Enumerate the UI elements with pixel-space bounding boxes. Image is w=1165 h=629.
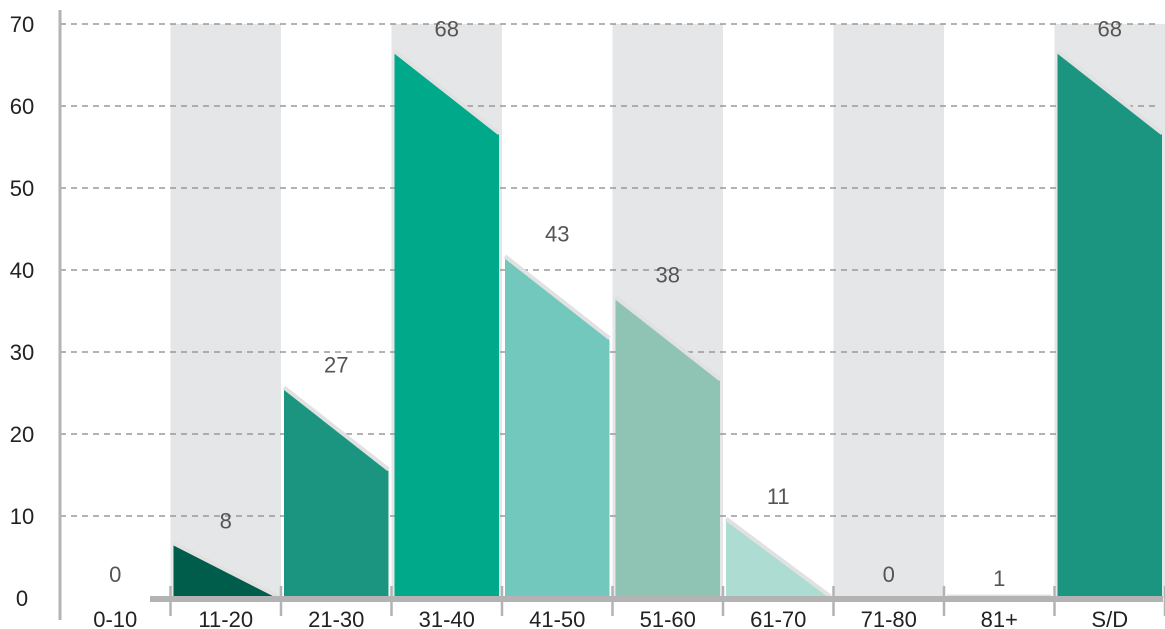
y-tick-label: 0	[16, 586, 28, 611]
data-label: 0	[109, 562, 121, 587]
bar-41-50	[505, 257, 610, 598]
x-tick-label: 51-60	[640, 607, 696, 629]
bar-top-highlight	[282, 385, 390, 471]
x-tick-label: 0-10	[93, 607, 137, 629]
data-label: 1	[993, 566, 1005, 591]
x-tick-label: 61-70	[750, 607, 806, 629]
background-band	[170, 24, 281, 598]
bar-top-highlight	[614, 295, 722, 381]
bars	[172, 49, 1164, 599]
bar-21-30	[284, 388, 389, 598]
data-label: 27	[324, 353, 348, 378]
data-label: 68	[1098, 16, 1122, 41]
x-tick-label: S/D	[1091, 607, 1128, 629]
x-axis-ticks: 0-10 11-20 21-30 31-40 41-50 51-60 61-70 71-80 8…	[93, 607, 1128, 629]
bar-31-40	[394, 52, 499, 598]
bar-top-highlight	[172, 541, 279, 599]
bar-51-60	[615, 298, 720, 598]
y-tick-label: 40	[10, 258, 34, 283]
bar-top-highlight	[503, 254, 611, 340]
y-tick-label: 30	[10, 340, 34, 365]
bar-top-highlight	[1056, 49, 1164, 135]
bar-S/D	[1057, 52, 1162, 598]
data-label: 38	[656, 262, 680, 287]
data-label: 0	[883, 562, 895, 587]
x-tick-label: 71-80	[861, 607, 917, 629]
gridlines	[60, 23, 1160, 517]
y-tick-label: 50	[10, 176, 34, 201]
x-tick-label: 81+	[981, 607, 1018, 629]
data-label: 8	[220, 508, 232, 533]
bar-top-highlight	[393, 49, 501, 135]
y-tick-label: 70	[10, 12, 34, 37]
x-tick-label: 31-40	[419, 607, 475, 629]
y-tick-label: 10	[10, 504, 34, 529]
y-tick-label: 20	[10, 422, 34, 447]
data-label: 68	[435, 16, 459, 41]
axes	[58, 10, 1165, 620]
data-labels: 0 8 27 68 43 38 11 0 1 68	[109, 16, 1122, 590]
data-label: 43	[545, 221, 569, 246]
x-tick-label: 41-50	[529, 607, 585, 629]
bar-top-highlight	[724, 516, 832, 599]
y-axis-ticks: 0 10 20 30 40 50 60 70	[10, 12, 34, 611]
y-tick-label: 60	[10, 94, 34, 119]
x-tick-label: 21-30	[308, 607, 364, 629]
data-label: 11	[767, 484, 790, 509]
x-tick-label: 11-20	[198, 607, 253, 629]
background-band	[833, 24, 944, 598]
